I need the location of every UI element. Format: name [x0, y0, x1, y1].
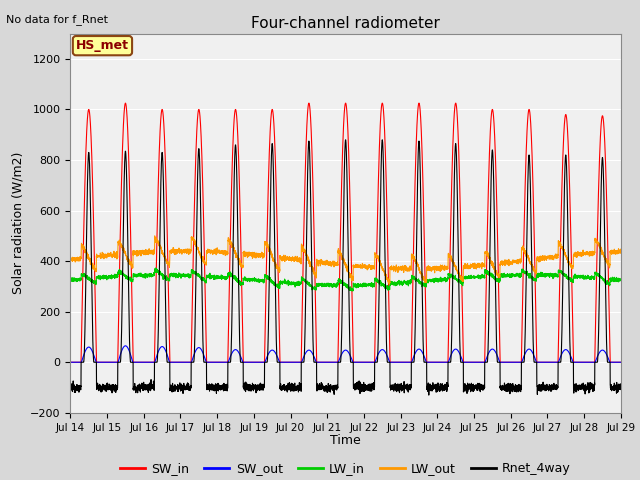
Title: Four-channel radiometer: Four-channel radiometer: [251, 16, 440, 31]
Rnet_4way: [469, 385, 477, 391]
LW_out: [438, 262, 446, 268]
LW_out: [469, 261, 477, 266]
SW_in: [500, 360, 508, 365]
LW_out: [617, 250, 625, 255]
SW_out: [500, 360, 508, 365]
Line: SW_in: SW_in: [70, 103, 621, 362]
Line: Rnet_4way: Rnet_4way: [70, 140, 621, 395]
X-axis label: Time: Time: [330, 434, 361, 447]
LW_out: [166, 264, 173, 270]
Rnet_4way: [425, 392, 433, 398]
LW_in: [67, 276, 74, 282]
SW_in: [617, 360, 625, 365]
LW_out: [325, 262, 333, 268]
SW_out: [325, 360, 333, 365]
LW_in: [348, 288, 356, 294]
Text: No data for f_Rnet: No data for f_Rnet: [6, 14, 108, 25]
Line: LW_in: LW_in: [70, 268, 621, 291]
SW_in: [616, 360, 624, 365]
Line: LW_out: LW_out: [70, 236, 621, 284]
SW_in: [166, 336, 173, 342]
LW_in: [166, 277, 173, 283]
Rnet_4way: [438, 388, 446, 394]
SW_out: [469, 360, 477, 365]
SW_in: [438, 360, 446, 365]
SW_in: [469, 360, 477, 365]
Rnet_4way: [342, 137, 349, 143]
Rnet_4way: [617, 386, 625, 392]
LW_in: [325, 282, 333, 288]
SW_out: [617, 360, 625, 365]
LW_out: [616, 248, 624, 253]
Rnet_4way: [616, 386, 624, 392]
Rnet_4way: [165, 360, 173, 365]
Line: SW_out: SW_out: [70, 346, 621, 362]
SW_out: [166, 359, 173, 365]
LW_in: [500, 270, 508, 276]
Y-axis label: Solar radiation (W/m2): Solar radiation (W/m2): [12, 152, 24, 294]
LW_out: [67, 257, 74, 263]
LW_in: [438, 278, 446, 284]
Rnet_4way: [67, 385, 74, 391]
SW_out: [438, 360, 446, 365]
Legend: SW_in, SW_out, LW_in, LW_out, Rnet_4way: SW_in, SW_out, LW_in, LW_out, Rnet_4way: [115, 457, 576, 480]
SW_out: [67, 360, 74, 365]
LW_in: [469, 274, 477, 280]
SW_in: [325, 360, 333, 365]
LW_out: [385, 281, 393, 287]
LW_out: [500, 261, 508, 266]
Rnet_4way: [500, 387, 508, 393]
Rnet_4way: [325, 382, 333, 388]
LW_in: [617, 277, 625, 283]
LW_in: [152, 265, 159, 271]
SW_out: [616, 360, 624, 365]
SW_in: [67, 360, 74, 365]
SW_in: [122, 100, 129, 106]
LW_in: [616, 277, 624, 283]
LW_out: [151, 233, 159, 239]
SW_out: [122, 343, 129, 348]
Text: HS_met: HS_met: [76, 39, 129, 52]
